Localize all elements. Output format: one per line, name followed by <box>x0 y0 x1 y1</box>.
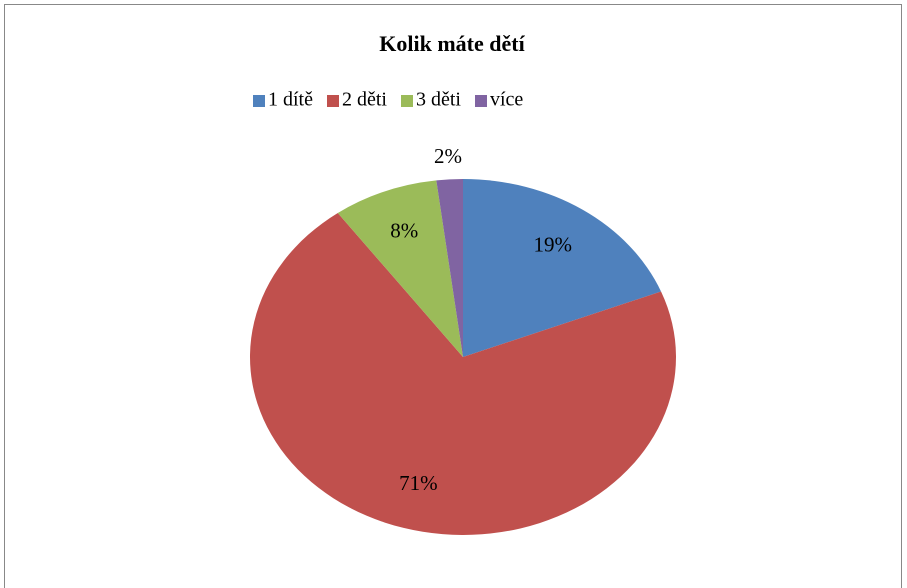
legend-label: více <box>490 89 523 111</box>
data-label: 71% <box>399 471 438 495</box>
legend: 1 dítě 2 děti 3 děti více <box>253 89 523 111</box>
pie-slice <box>463 179 662 357</box>
chart-frame <box>4 4 902 588</box>
pie-slice <box>250 212 677 535</box>
legend-swatch <box>253 95 265 107</box>
legend-label: 3 děti <box>416 89 461 111</box>
chart-title: Kolik máte dětí <box>379 31 525 56</box>
legend-swatch <box>475 95 487 107</box>
legend-swatch <box>401 95 413 107</box>
pie-slice <box>436 179 463 357</box>
legend-swatch <box>327 95 339 107</box>
pie: 19% 71% 8% 2% <box>250 144 677 535</box>
legend-label: 1 dítě <box>268 89 313 111</box>
pie-slice <box>337 180 463 357</box>
legend-label: 2 děti <box>342 89 387 111</box>
data-label: 8% <box>390 219 418 243</box>
data-label: 19% <box>534 232 573 256</box>
data-label: 2% <box>434 144 462 168</box>
